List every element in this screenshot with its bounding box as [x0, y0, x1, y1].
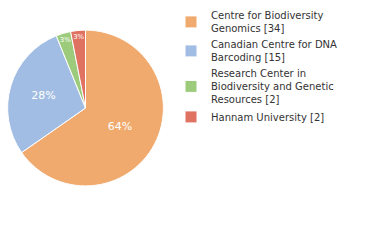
- svg-text:Hannam University [2]: Hannam University [2]: [211, 112, 324, 123]
- svg-text:Canadian Centre for DNABarcodi: Canadian Centre for DNABarcoding [15]: [211, 39, 337, 63]
- svg-text:3%: 3%: [73, 33, 84, 41]
- svg-text:Research Center inBiodiversity: Research Center inBiodiversity and Genet…: [211, 68, 334, 105]
- svg-text:64%: 64%: [108, 120, 132, 133]
- svg-text:Centre for BiodiversityGenomic: Centre for BiodiversityGenomics [34]: [211, 10, 324, 34]
- svg-text:3%: 3%: [60, 36, 71, 44]
- svg-text:28%: 28%: [31, 89, 55, 102]
